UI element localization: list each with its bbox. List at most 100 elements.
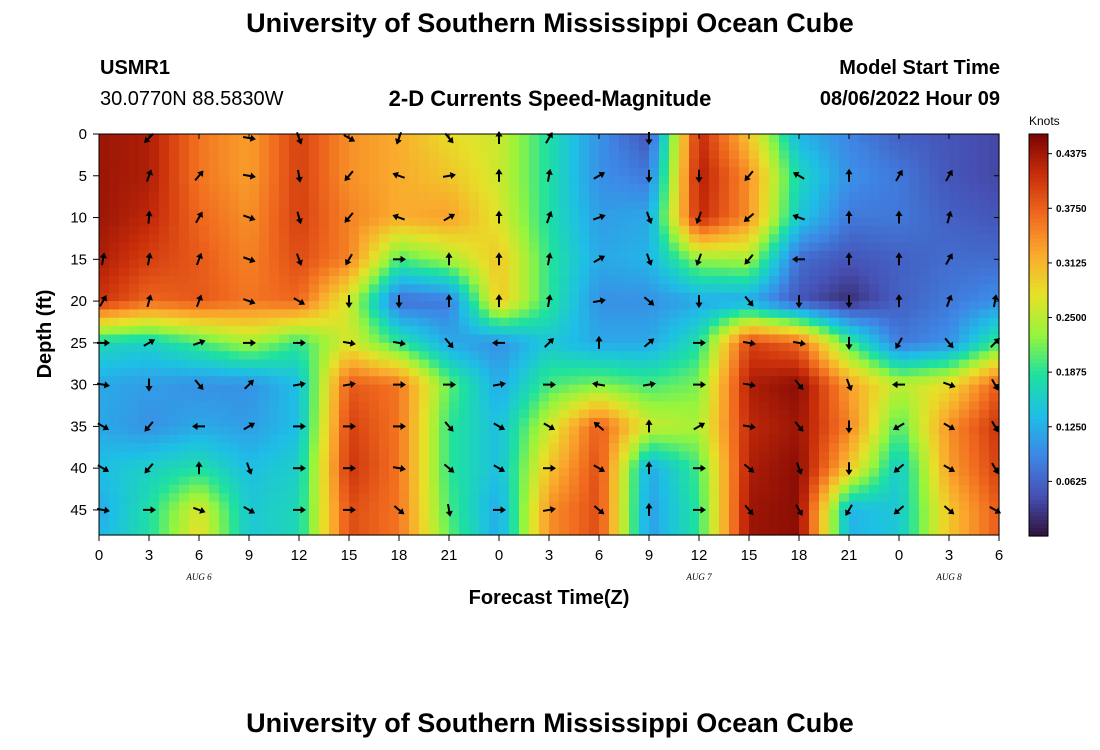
heatmap-cell: [959, 192, 970, 202]
heatmap-cell: [129, 142, 140, 152]
heatmap-cell: [649, 468, 660, 478]
heatmap-cell: [499, 192, 510, 202]
heatmap-cell: [579, 451, 590, 461]
heatmap-cell: [589, 443, 600, 453]
heatmap-cell: [679, 225, 690, 235]
heatmap-cell: [489, 342, 500, 352]
heatmap-cell: [319, 526, 330, 536]
heatmap-cell: [159, 367, 170, 377]
heatmap-cell: [539, 175, 550, 185]
heatmap-cell: [289, 159, 300, 169]
heatmap-cell: [609, 309, 620, 319]
heatmap-cell: [319, 142, 330, 152]
heatmap-cell: [239, 384, 250, 394]
heatmap-cell: [569, 401, 580, 411]
heatmap-cell: [269, 334, 280, 344]
heatmap-cell: [969, 501, 980, 511]
heatmap-cell: [119, 326, 130, 336]
heatmap-cell: [939, 376, 950, 386]
heatmap-cell: [599, 317, 610, 327]
current-arrow: [693, 506, 706, 514]
heatmap-cell: [569, 468, 580, 478]
heatmap-cell: [729, 326, 740, 336]
heatmap-cell: [509, 526, 520, 536]
heatmap-cell: [549, 518, 560, 528]
heatmap-cell: [809, 159, 820, 169]
heatmap-cell: [409, 276, 420, 285]
heatmap-cell: [609, 409, 620, 419]
heatmap-cell: [379, 426, 390, 436]
heatmap-cell: [569, 301, 580, 311]
heatmap-cell: [309, 518, 320, 528]
heatmap-cell: [179, 384, 190, 394]
heatmap-cell: [669, 392, 680, 402]
heatmap-cell: [299, 309, 310, 319]
heatmap-cell: [789, 200, 800, 210]
heatmap-cell: [829, 142, 840, 152]
heatmap-cell: [809, 468, 820, 478]
heatmap-cell: [619, 392, 630, 402]
colorbar-segment: [1029, 467, 1048, 473]
heatmap-cell: [859, 384, 870, 394]
heatmap-cell: [579, 342, 590, 352]
heatmap-cell: [409, 267, 420, 277]
heatmap-cell: [639, 484, 650, 494]
heatmap-cell: [479, 267, 490, 277]
heatmap-cell: [329, 384, 340, 394]
current-arrow: [493, 422, 506, 431]
heatmap-cell: [329, 351, 340, 361]
heatmap-cell: [399, 309, 410, 319]
heatmap-cell: [589, 476, 600, 486]
heatmap-cell: [859, 134, 870, 143]
colorbar-segment: [1029, 379, 1048, 384]
heatmap-cell: [619, 459, 630, 469]
heatmap-cell: [189, 334, 200, 344]
heatmap-cell: [639, 509, 650, 519]
heatmap-cell: [809, 334, 820, 344]
heatmap-cell: [479, 192, 490, 202]
heatmap-cell: [849, 468, 860, 478]
heatmap-cell: [99, 367, 110, 377]
heatmap-cell: [479, 250, 490, 260]
heatmap-cell: [839, 434, 850, 444]
heatmap-cell: [809, 526, 820, 536]
heatmap-cell: [729, 217, 740, 227]
heatmap-cell: [729, 317, 740, 327]
heatmap-cell: [349, 159, 360, 169]
current-arrow: [495, 168, 503, 182]
heatmap-cell: [549, 292, 560, 302]
heatmap-cell: [169, 192, 180, 202]
heatmap-cell: [319, 342, 330, 352]
heatmap-cell: [629, 159, 640, 169]
heatmap-cell: [319, 401, 330, 411]
heatmap-cell: [969, 309, 980, 319]
current-arrow: [545, 294, 553, 308]
current-arrow: [293, 422, 306, 430]
heatmap-cell: [449, 409, 460, 419]
heatmap-cell: [99, 509, 110, 519]
heatmap-cell: [339, 434, 350, 444]
heatmap-cell: [309, 267, 320, 277]
heatmap-cell: [179, 367, 190, 377]
heatmap-cell: [549, 267, 560, 277]
heatmap-cell: [669, 259, 680, 269]
heatmap-cell: [169, 292, 180, 302]
heatmap-cell: [269, 250, 280, 260]
heatmap-cell: [879, 426, 890, 436]
heatmap-cell: [409, 142, 420, 152]
heatmap-cell: [879, 326, 890, 336]
heatmap-cell: [899, 526, 910, 536]
heatmap-cell: [399, 426, 410, 436]
heatmap-cell: [989, 209, 1000, 219]
heatmap-cell: [469, 267, 480, 277]
heatmap-cell: [969, 392, 980, 402]
heatmap-cell: [949, 217, 960, 227]
heatmap-cell: [929, 367, 940, 377]
heatmap-cell: [399, 150, 410, 160]
heatmap-cell: [669, 301, 680, 311]
heatmap-cell: [389, 267, 400, 277]
heatmap-cell: [849, 276, 860, 285]
heatmap-cell: [559, 376, 570, 386]
heatmap-cell: [219, 418, 230, 427]
colorbar-segment: [1029, 455, 1048, 461]
